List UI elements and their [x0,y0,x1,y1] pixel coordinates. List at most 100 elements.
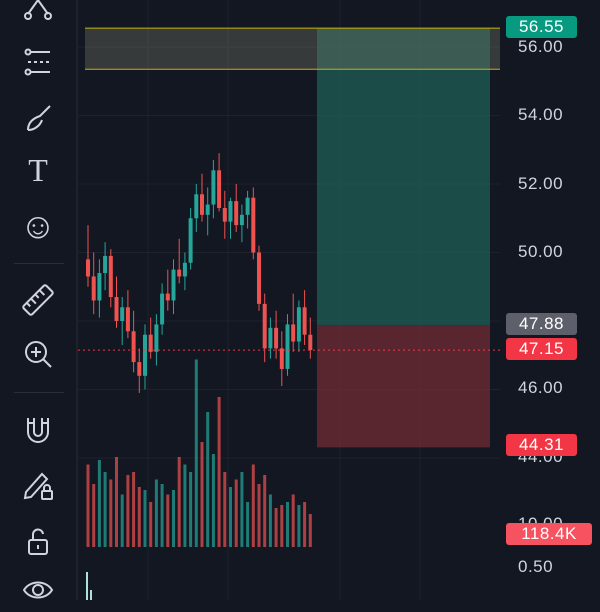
candle-body [143,334,147,376]
candle-body [251,197,256,253]
volume-bar [291,494,295,547]
unlock-icon[interactable] [14,520,62,564]
candle-body [222,207,227,222]
indicator-tick: 0.50 [518,557,554,576]
pattern-tool-icon[interactable] [14,0,62,32]
volume-bar [274,508,278,547]
fib-tool-icon[interactable] [14,40,62,84]
volume-bar [280,505,284,547]
candle-body [279,348,284,369]
candle-body [217,170,222,208]
price-axis[interactable]: 56.00 54.00 52.00 50.00 46.00 44.00 10.0… [500,0,600,600]
ruler-tool-icon[interactable] [14,278,62,322]
candle-body [228,201,233,222]
volume-bar [257,484,261,547]
price-tick: 54.00 [518,105,564,124]
chart-pane[interactable] [78,0,505,600]
volume-bar [200,442,204,547]
candle-body [131,331,136,363]
candle-body [154,324,159,352]
candle-body [137,362,142,376]
stop-price-badge: 44.31 [506,434,577,456]
volume-bar [246,502,250,547]
volume-bar [149,502,153,547]
candle-body [274,327,279,349]
volume-bar [92,484,96,547]
volume-bar [229,487,232,547]
volume-bar [137,487,141,547]
indicator-bar [90,590,92,600]
volume-bar [189,472,193,547]
candle-body [239,214,244,226]
candle-body [86,259,90,277]
candle-body [200,194,204,215]
volume-bar [297,505,301,547]
candle-body [160,293,165,325]
target-price-badge: 56.55 [506,16,577,38]
candle-body [125,307,130,332]
alert-zone [85,28,505,70]
candle-body [120,307,125,321]
candle-body [205,204,210,215]
volume-bar [143,490,147,547]
price-chart[interactable] [78,0,505,600]
emoji-tool-glyph: ☺ [19,205,57,246]
volume-bar [308,514,312,547]
volume-bar [160,484,164,547]
volume-bar [97,460,101,547]
candle-body [148,334,153,352]
volume-bar [217,397,221,547]
toolbar-separator [14,263,64,264]
text-tool-icon[interactable]: T [14,148,62,192]
candle-body [245,197,250,215]
candle-body [114,297,119,321]
stop-zone [317,325,490,448]
volume-bar [115,457,118,547]
lock-drawing-icon[interactable] [14,462,62,506]
volume-bar [120,494,124,547]
candle-body [194,194,199,219]
candle-body [165,293,170,301]
entry-price-badge: 47.88 [506,313,577,335]
candle-body [268,327,273,349]
volume-bar [103,472,107,547]
drawing-toolbar: T ☺ [0,0,76,600]
volume-bar [154,479,158,547]
volume-bar [263,475,267,547]
current-price-badge: 47.15 [506,338,577,360]
volume-bar [86,464,90,547]
brush-tool-icon[interactable] [14,96,62,140]
candle-body [262,303,267,349]
volume-bar [240,472,244,547]
candle-body [97,273,102,301]
volume-bar [132,472,136,547]
eye-icon[interactable] [14,568,62,612]
volume-bar [177,457,181,547]
candle-body [308,334,313,351]
volume-bar [286,502,289,547]
volume-bar [126,475,130,547]
price-tick: 46.00 [518,378,564,397]
candle-body [234,201,239,226]
volume-bar [183,464,187,547]
price-tick: 50.00 [518,242,564,261]
volume-bar [109,479,113,547]
candle-body [302,307,307,335]
candle-body [296,307,301,342]
volume-bar [303,502,307,547]
candle-body [91,276,96,301]
candle-body [171,269,176,301]
magnet-tool-icon[interactable] [14,408,62,452]
zoom-in-tool-icon[interactable] [14,332,62,376]
volume-bar [223,472,227,547]
candle-body [285,324,290,369]
emoji-tool-icon[interactable]: ☺ [14,204,62,248]
candle-body [211,170,216,205]
candle-body [182,262,187,277]
toolbar-separator [14,392,64,393]
candle-body [108,255,113,298]
price-tick: 52.00 [518,174,564,193]
candle-body [177,269,182,277]
volume-bar [251,464,255,547]
volume-bar [268,494,272,547]
